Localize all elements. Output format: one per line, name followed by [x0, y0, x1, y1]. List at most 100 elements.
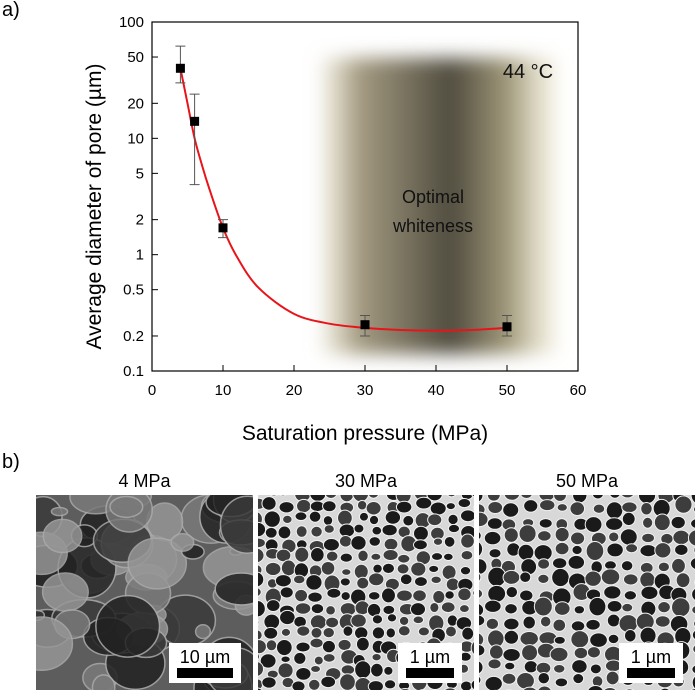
y-axis-label: Average diameter of pore (µm) [83, 63, 106, 349]
cell [369, 573, 384, 586]
cell [572, 660, 588, 674]
cell [489, 645, 503, 659]
cell [252, 679, 262, 690]
cell [639, 487, 656, 504]
cell [675, 544, 688, 555]
cell [413, 540, 427, 550]
cell [322, 640, 335, 652]
cell [323, 654, 335, 663]
cell [460, 681, 472, 691]
cell [354, 564, 368, 579]
cell [522, 645, 538, 661]
cell [295, 603, 310, 615]
cell [265, 562, 281, 575]
cell [606, 518, 623, 531]
cell [413, 616, 424, 624]
scale-bar-label: 1 µm [631, 647, 671, 667]
cell [446, 503, 455, 510]
cell [295, 547, 309, 562]
cell [593, 504, 604, 513]
cell [338, 639, 351, 650]
cell [504, 630, 518, 644]
cell [521, 490, 533, 499]
cell [658, 602, 671, 613]
pore [96, 596, 160, 657]
cell [654, 514, 670, 531]
cell [557, 504, 567, 512]
cell [608, 634, 619, 643]
cell [642, 533, 655, 542]
cell [448, 514, 458, 524]
cell [296, 526, 307, 538]
cell [297, 499, 311, 512]
cell [266, 640, 276, 651]
cell [342, 569, 351, 576]
cell [351, 614, 366, 627]
cell [340, 553, 352, 562]
cell [445, 591, 454, 600]
cell [554, 636, 565, 644]
cell [382, 524, 397, 535]
cell [280, 610, 296, 624]
cell [538, 672, 550, 683]
cell [571, 532, 585, 545]
cell [590, 633, 608, 648]
cell [539, 489, 555, 501]
y-tick-label: 20 [127, 95, 144, 112]
cell [601, 569, 619, 585]
x-tick-label: 50 [499, 382, 516, 399]
data-point [219, 223, 228, 232]
cell [571, 631, 589, 648]
cell [504, 487, 520, 500]
cell [310, 486, 326, 501]
cell [382, 588, 396, 603]
cell [554, 602, 570, 616]
pore [51, 507, 67, 515]
cell [622, 512, 635, 525]
cell [295, 512, 307, 521]
cell [314, 656, 323, 665]
cell [502, 673, 516, 684]
cell [323, 516, 332, 526]
cell [444, 553, 454, 560]
cell [384, 538, 398, 550]
cell [505, 604, 518, 614]
cell [278, 526, 291, 539]
cell [555, 527, 569, 541]
cell [326, 617, 339, 628]
cell [460, 510, 475, 522]
cell [397, 590, 413, 601]
cell [416, 497, 432, 509]
cell [538, 531, 552, 542]
cell [520, 631, 539, 645]
cell [672, 558, 686, 573]
cell [357, 577, 369, 589]
cell [308, 592, 322, 602]
cell [622, 603, 633, 611]
cell [275, 575, 291, 587]
cell [462, 627, 474, 640]
cell [430, 603, 439, 613]
cell [574, 647, 588, 658]
scale-bar [177, 668, 233, 678]
cell [384, 666, 393, 675]
cell [503, 503, 519, 518]
cell [397, 564, 409, 574]
cell [487, 489, 500, 501]
cell [432, 553, 443, 561]
y-tick-label: 10 [127, 130, 144, 147]
cell [326, 551, 338, 561]
cell [675, 496, 692, 513]
cell [296, 667, 311, 680]
cell [658, 562, 669, 571]
cell [540, 616, 550, 627]
cell [382, 563, 394, 573]
cell [326, 606, 336, 615]
x-tick-label: 20 [286, 382, 303, 399]
cell [518, 544, 534, 560]
cell [461, 551, 473, 560]
cell [311, 548, 325, 562]
cell [341, 665, 354, 675]
cell [586, 619, 600, 630]
pore [92, 675, 114, 693]
